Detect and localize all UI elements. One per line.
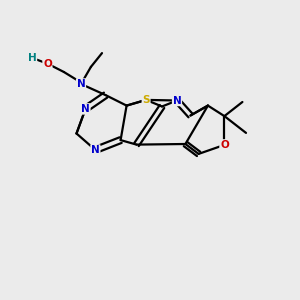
- Text: S: S: [142, 95, 150, 105]
- Text: N: N: [76, 79, 85, 89]
- Text: N: N: [91, 145, 100, 155]
- Text: O: O: [43, 58, 52, 69]
- Text: N: N: [172, 95, 182, 106]
- Text: H: H: [28, 53, 37, 63]
- Text: O: O: [220, 140, 229, 150]
- Text: N: N: [81, 104, 90, 114]
